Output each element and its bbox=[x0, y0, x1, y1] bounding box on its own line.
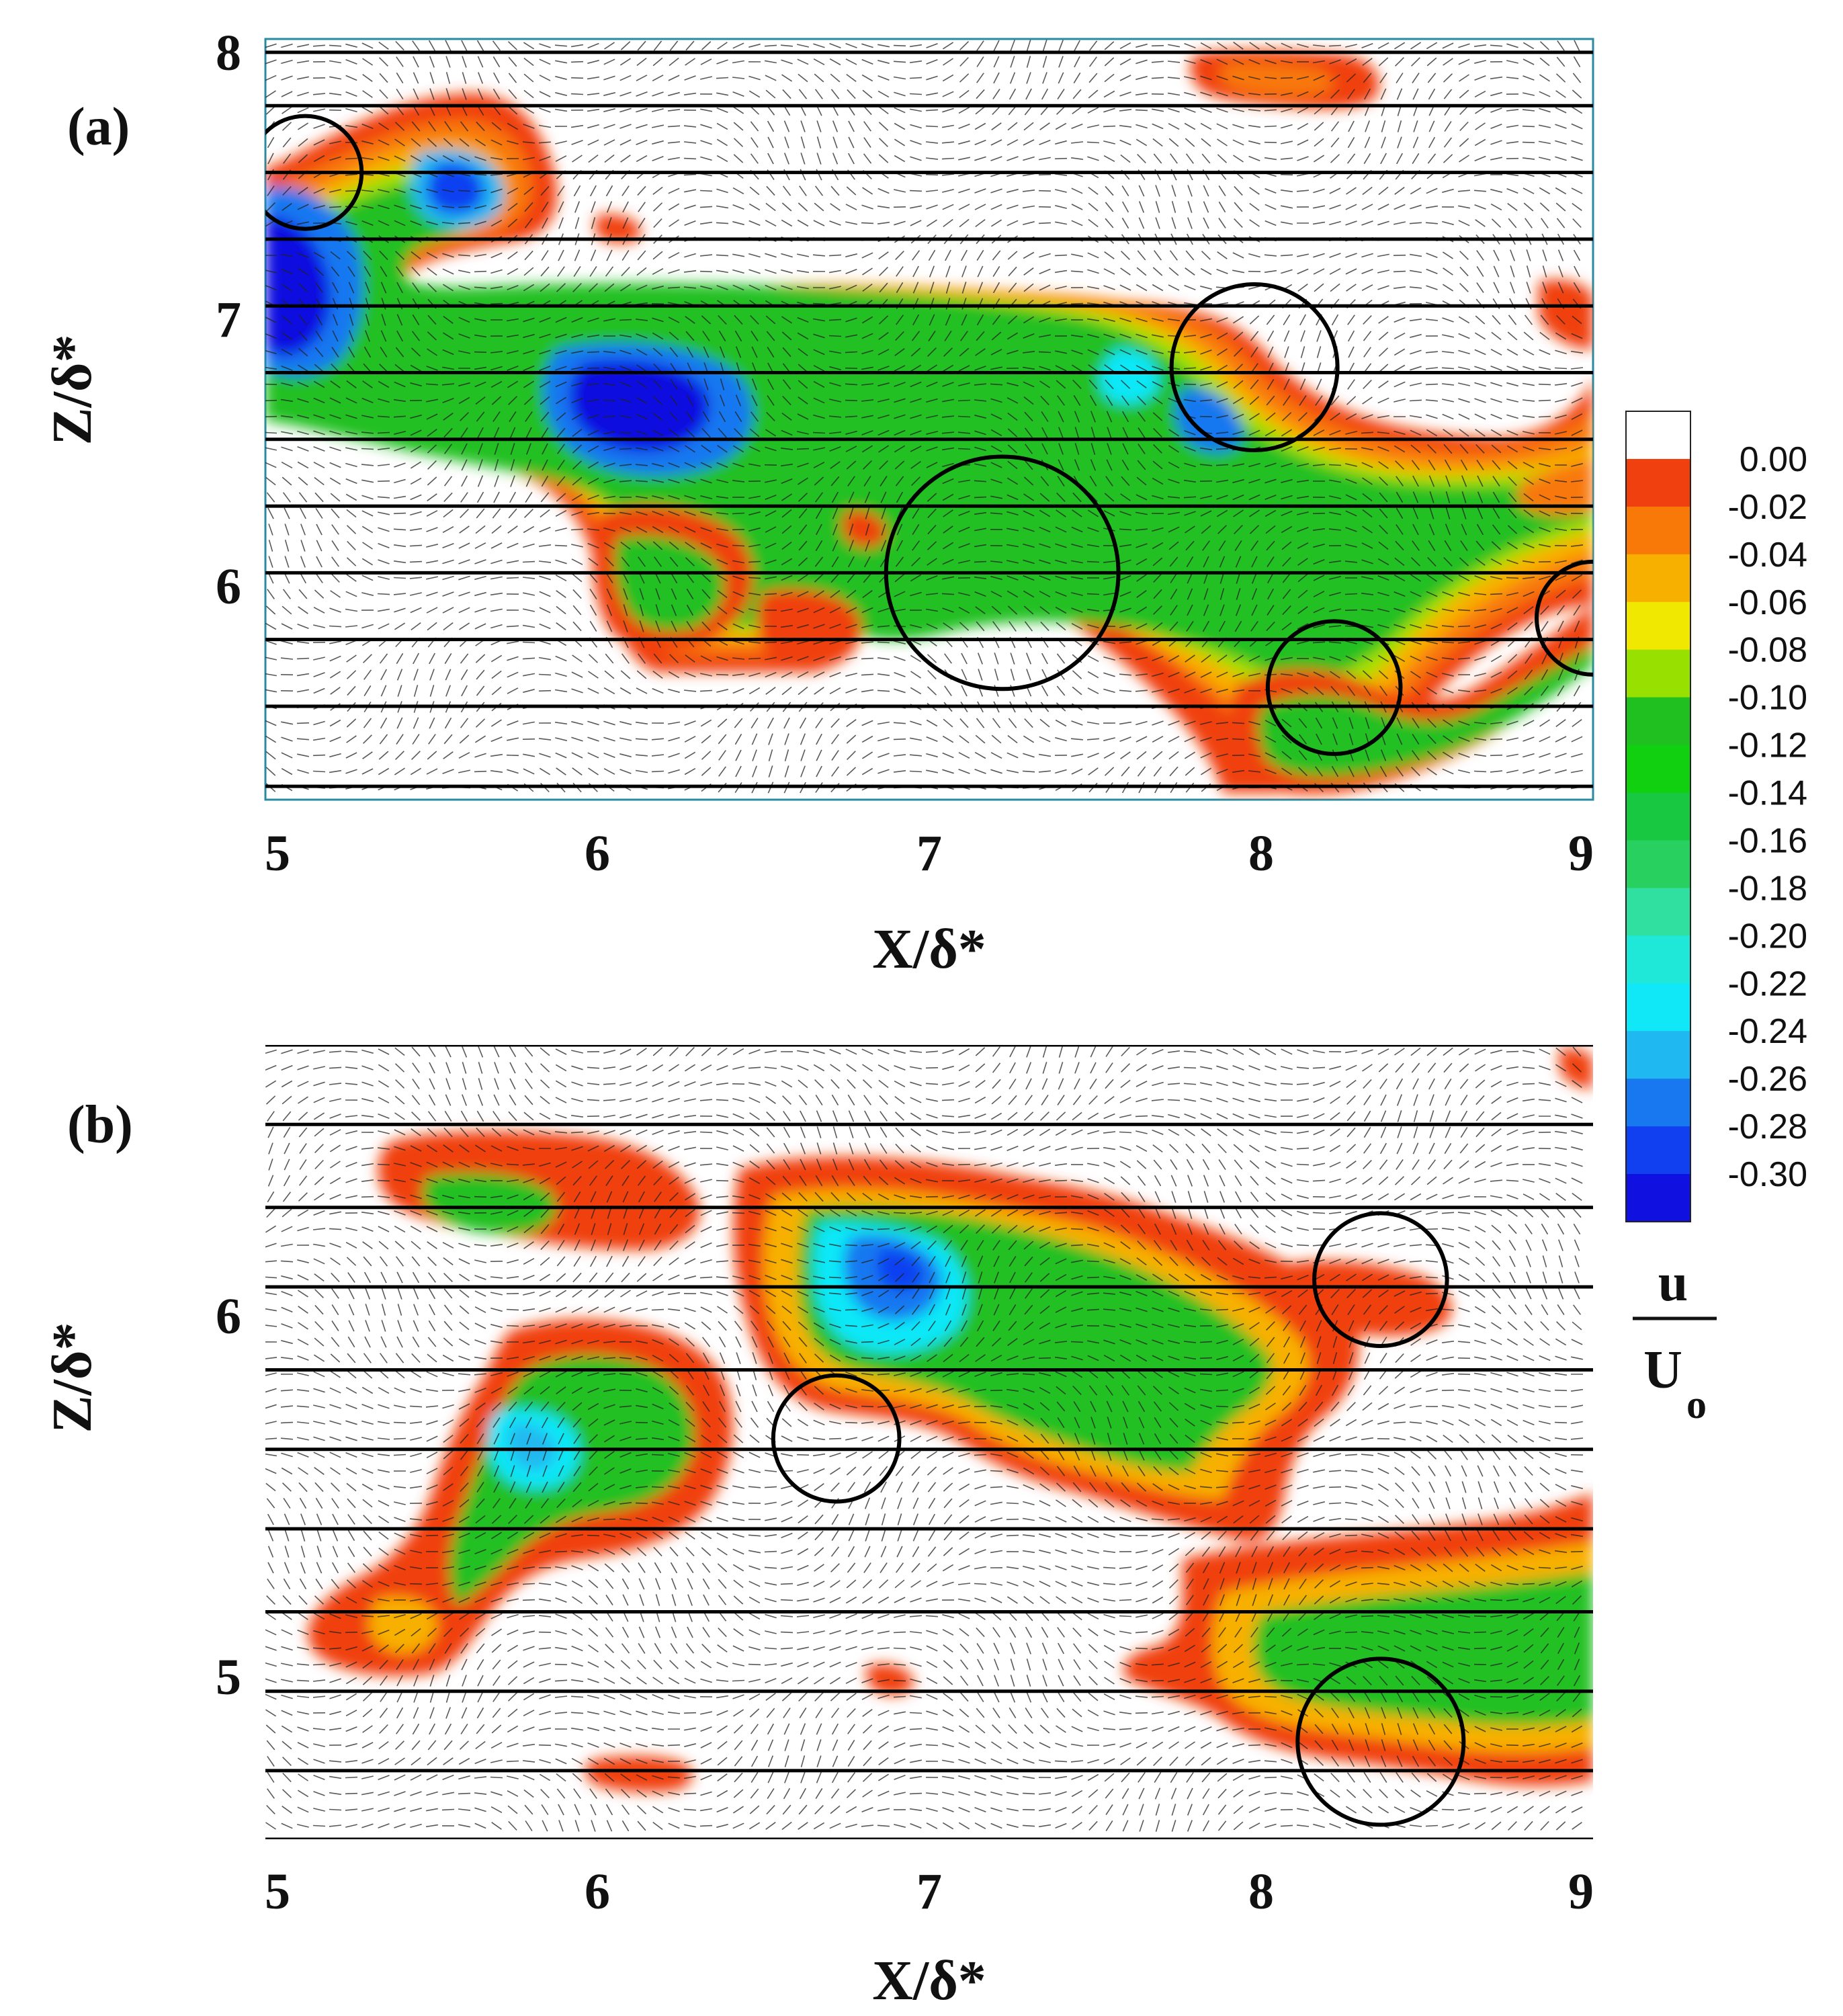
colorbar-tick-label: -0.10 bbox=[1727, 679, 1807, 718]
panel-a-vortex-circles bbox=[265, 114, 1593, 756]
panel-b-grid-lines bbox=[265, 1045, 1593, 1839]
panel-b-x-axis-label: X/δ* bbox=[872, 1949, 986, 2012]
colorbar-tick-label: -0.02 bbox=[1727, 488, 1807, 527]
vortex-circle bbox=[1265, 619, 1403, 756]
panel-a-velocity-contours bbox=[265, 50, 1593, 794]
colorbar-tick-label: -0.04 bbox=[1727, 536, 1807, 575]
colorbar-swatch bbox=[1626, 1079, 1690, 1127]
colorbar-tick-label: -0.22 bbox=[1727, 964, 1807, 1003]
colorbar-swatch bbox=[1626, 840, 1690, 888]
colorbar-tick-label: -0.24 bbox=[1727, 1012, 1807, 1051]
panel-b-velocity-vectors bbox=[265, 1046, 1584, 1832]
x-tick-label: 7 bbox=[916, 825, 942, 882]
colorbar-swatch bbox=[1626, 697, 1690, 746]
colorbar-tick-label: -0.06 bbox=[1727, 583, 1807, 622]
colorbar-tick-label: -0.30 bbox=[1727, 1155, 1807, 1194]
colorbar-swatch bbox=[1626, 1126, 1690, 1175]
panel-a-y-ticks: 6 7 8 bbox=[216, 25, 241, 615]
colorbar-swatch bbox=[1626, 888, 1690, 936]
colorbar-swatch bbox=[1626, 411, 1690, 460]
x-tick-label: 9 bbox=[1568, 1863, 1594, 1920]
panel-a-x-ticks: 5 6 7 8 9 bbox=[265, 825, 1594, 882]
panel-b-x-ticks: 5 6 7 8 9 bbox=[265, 1863, 1594, 1920]
y-tick-label: 5 bbox=[216, 1649, 241, 1706]
colorbar-tick-label: -0.16 bbox=[1727, 821, 1807, 860]
x-tick-label: 8 bbox=[1248, 825, 1274, 882]
y-tick-label: 6 bbox=[216, 1288, 241, 1345]
panel-a-y-axis-label: Z/δ* bbox=[41, 335, 103, 446]
panel-b-label: (b) bbox=[67, 1095, 133, 1154]
colorbar-labels: 0.00 -0.02 -0.04 -0.06 -0.08 -0.10 -0.12 -0.14 -… bbox=[1727, 440, 1807, 1194]
colorbar-swatch bbox=[1626, 1174, 1690, 1222]
colorbar-tick-label: -0.18 bbox=[1727, 869, 1807, 908]
colorbar-swatch bbox=[1626, 745, 1690, 794]
colorbar-swatches bbox=[1625, 411, 1691, 1222]
colorbar-tick-label: -0.28 bbox=[1727, 1107, 1807, 1146]
x-tick-label: 6 bbox=[585, 1863, 610, 1920]
vortex-circle bbox=[265, 114, 364, 231]
colorbar-swatch bbox=[1626, 601, 1690, 650]
colorbar-swatch bbox=[1626, 983, 1690, 1032]
vortex-circle bbox=[1295, 1656, 1466, 1827]
x-tick-label: 7 bbox=[916, 1863, 942, 1920]
panel-a-x-axis-label: X/δ* bbox=[872, 918, 986, 980]
x-tick-label: 6 bbox=[585, 825, 610, 882]
colorbar-tick-label: 0.00 bbox=[1740, 440, 1807, 479]
colorbar-tick-label: -0.26 bbox=[1727, 1060, 1807, 1099]
colorbar: 0.00 -0.02 -0.04 -0.06 -0.08 -0.10 -0.12 -0.14 -… bbox=[1625, 411, 1807, 1427]
colorbar-swatch bbox=[1626, 792, 1690, 841]
vortex-circle bbox=[1169, 282, 1340, 453]
colorbar-swatch bbox=[1626, 649, 1690, 698]
colorbar-quantity-denominator: U bbox=[1643, 1341, 1682, 1400]
colorbar-swatch bbox=[1626, 935, 1690, 984]
y-tick-label: 6 bbox=[216, 558, 241, 615]
colorbar-tick-label: -0.08 bbox=[1727, 631, 1807, 670]
vortex-circle bbox=[1312, 1211, 1449, 1349]
colorbar-frame bbox=[1625, 411, 1691, 1222]
panel-a: 6 7 8 5 6 7 8 9 (a) X/δ* Z/δ* bbox=[41, 25, 1594, 980]
vector-field bbox=[265, 1046, 1584, 1832]
colorbar-quantity-label: u U o bbox=[1633, 1253, 1717, 1427]
y-tick-label: 7 bbox=[216, 292, 241, 348]
colorbar-tick-label: -0.20 bbox=[1727, 917, 1807, 956]
panel-b-y-ticks: 56 bbox=[216, 1288, 241, 1706]
vortex-circle bbox=[884, 454, 1121, 691]
vortex-circle bbox=[1535, 559, 1593, 677]
colorbar-swatch bbox=[1626, 458, 1690, 507]
panel-b-y-axis-label: Z/δ* bbox=[41, 1322, 103, 1433]
colorbar-quantity-subscript: o bbox=[1686, 1382, 1707, 1427]
x-tick-label: 9 bbox=[1568, 825, 1594, 882]
x-tick-label: 5 bbox=[265, 825, 290, 882]
colorbar-quantity-numerator: u bbox=[1658, 1253, 1688, 1312]
panel-b-vortex-circles bbox=[771, 1211, 1466, 1827]
vortex-circle bbox=[771, 1373, 902, 1504]
colorbar-swatch bbox=[1626, 1031, 1690, 1079]
colorbar-tick-label: -0.14 bbox=[1727, 774, 1807, 813]
colorbar-swatch bbox=[1626, 554, 1690, 603]
y-tick-label: 8 bbox=[216, 25, 241, 81]
x-tick-label: 5 bbox=[265, 1863, 290, 1920]
panel-a-grid-lines bbox=[265, 50, 1593, 788]
panel-a-label: (a) bbox=[67, 97, 130, 157]
colorbar-swatch bbox=[1626, 506, 1690, 555]
x-tick-label: 8 bbox=[1248, 1863, 1274, 1920]
colorbar-tick-label: -0.12 bbox=[1727, 726, 1807, 765]
